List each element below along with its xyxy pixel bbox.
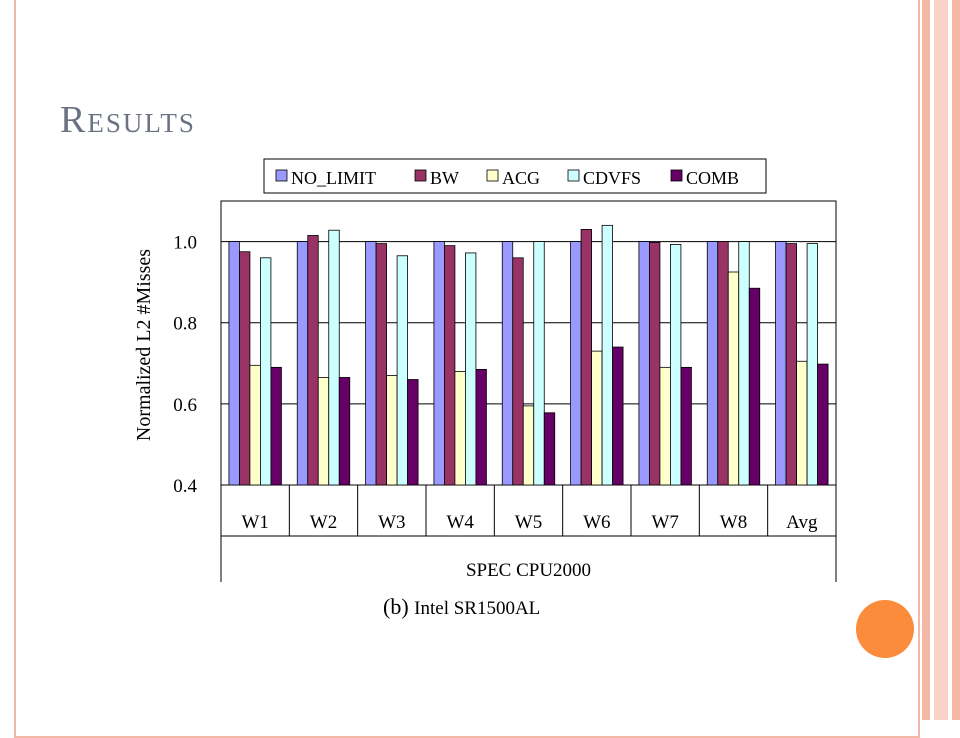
y-tick-label: 0.4 xyxy=(173,476,197,497)
side-stripe xyxy=(922,0,930,720)
bar-cdvfs xyxy=(260,257,272,486)
y-tick-label: 0.6 xyxy=(173,395,197,416)
bar-no-limit xyxy=(570,241,582,486)
x-axis-label: SPEC CPU2000 xyxy=(466,560,591,581)
bar-cdvfs xyxy=(601,224,613,486)
chart-caption: (b) Intel SR1500AL xyxy=(383,594,540,620)
bar-comb xyxy=(748,287,761,486)
bar-bw xyxy=(785,243,797,486)
bar-no-limit xyxy=(501,241,514,486)
bar-cdvfs xyxy=(396,255,408,486)
bar-cdvfs xyxy=(670,244,682,486)
legend-label: CDVFS xyxy=(583,168,641,188)
y-tick-label: 0.8 xyxy=(173,314,197,335)
legend-swatch xyxy=(670,169,683,182)
bar-bw xyxy=(307,235,319,486)
bar-acg xyxy=(659,366,671,486)
legend-label: ACG xyxy=(502,168,540,188)
caption-text: Intel SR1500AL xyxy=(414,598,541,619)
legend-swatch xyxy=(414,169,427,182)
bar-comb xyxy=(543,412,556,486)
bar-cdvfs xyxy=(533,241,545,486)
bar-bw xyxy=(444,245,456,486)
bar-no-limit xyxy=(706,241,719,486)
bar-comb xyxy=(338,377,351,486)
x-tick-label: W1 xyxy=(241,512,268,533)
bar-cdvfs xyxy=(738,241,750,486)
x-tick-label: W3 xyxy=(378,512,405,533)
bar-chart: 0.4 0.6 0.8 1.0 Normalized L2 #Misses W1 W2 W3 W… xyxy=(133,158,837,582)
bar-comb xyxy=(475,368,487,486)
bar-acg xyxy=(386,375,398,486)
bar-acg xyxy=(796,360,808,486)
bar-cdvfs xyxy=(806,243,818,486)
bar-bw xyxy=(239,251,251,486)
bar-no-limit xyxy=(433,241,445,486)
bar-no-limit xyxy=(296,241,309,486)
bar-comb xyxy=(817,363,829,486)
legend-label: BW xyxy=(430,168,459,188)
x-tick-label: W4 xyxy=(446,512,474,533)
x-tick-label: W5 xyxy=(515,512,542,533)
y-axis-label: Normalized L2 #Misses xyxy=(133,249,155,441)
decorative-circle xyxy=(856,600,914,658)
bar-bw xyxy=(375,243,387,486)
bar-acg xyxy=(591,350,603,486)
x-tick-label: W6 xyxy=(583,512,610,533)
x-tick-label: Avg xyxy=(786,512,818,533)
bar-bw xyxy=(717,241,729,486)
bar-bw xyxy=(649,241,661,486)
bar-comb xyxy=(612,346,624,486)
side-stripe xyxy=(952,0,960,720)
bar-acg xyxy=(317,377,330,486)
legend-swatch xyxy=(275,169,288,182)
bar-comb xyxy=(407,379,419,486)
legend-swatch xyxy=(567,169,580,182)
x-tick-label: W7 xyxy=(651,512,678,533)
bar-no-limit xyxy=(775,241,787,486)
bar-acg xyxy=(454,370,466,486)
bar-acg xyxy=(249,364,261,486)
bar-no-limit xyxy=(365,241,377,486)
legend-swatch xyxy=(486,169,499,182)
bar-cdvfs xyxy=(328,229,340,486)
bar-no-limit xyxy=(228,241,240,486)
bar-acg xyxy=(522,405,535,486)
bar-bw xyxy=(580,228,592,486)
bar-cdvfs xyxy=(465,252,477,486)
x-tick-label: W2 xyxy=(310,512,337,533)
bar-no-limit xyxy=(638,241,650,486)
bar-acg xyxy=(727,271,740,486)
legend-label: NO_LIMIT xyxy=(291,168,376,188)
caption-label: (b) xyxy=(383,594,409,619)
y-tick-label: 1.0 xyxy=(173,233,197,254)
legend-label: COMB xyxy=(686,168,739,188)
bar-comb xyxy=(270,366,282,486)
slide-title: Results xyxy=(60,99,196,141)
bar-bw xyxy=(512,257,524,486)
side-stripe xyxy=(934,0,948,720)
bar-comb xyxy=(680,366,692,486)
x-tick-label: W8 xyxy=(720,512,747,533)
